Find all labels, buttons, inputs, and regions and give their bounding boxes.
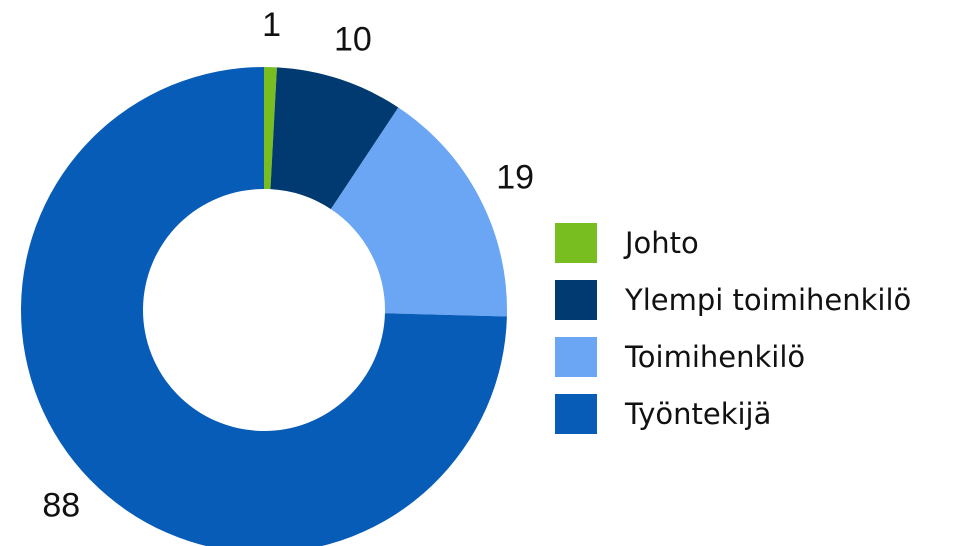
value-label: 88 — [42, 486, 80, 524]
legend-label: Ylempi toimihenkilö — [624, 283, 911, 317]
donut-slice — [270, 67, 399, 210]
value-label: 1 — [262, 6, 281, 44]
legend-swatch — [555, 223, 597, 263]
value-label: 19 — [496, 158, 534, 196]
value-label: 10 — [334, 20, 372, 58]
legend-label: Johto — [623, 226, 699, 260]
legend-label: Työntekijä — [624, 397, 771, 431]
legend-swatch — [555, 280, 597, 320]
legend-swatch — [555, 337, 597, 377]
donut-slice — [330, 107, 507, 317]
legend-swatch — [555, 394, 597, 434]
legend-label: Toimihenkilö — [624, 340, 805, 374]
donut-slice — [264, 67, 277, 190]
donut-slice — [21, 67, 507, 546]
